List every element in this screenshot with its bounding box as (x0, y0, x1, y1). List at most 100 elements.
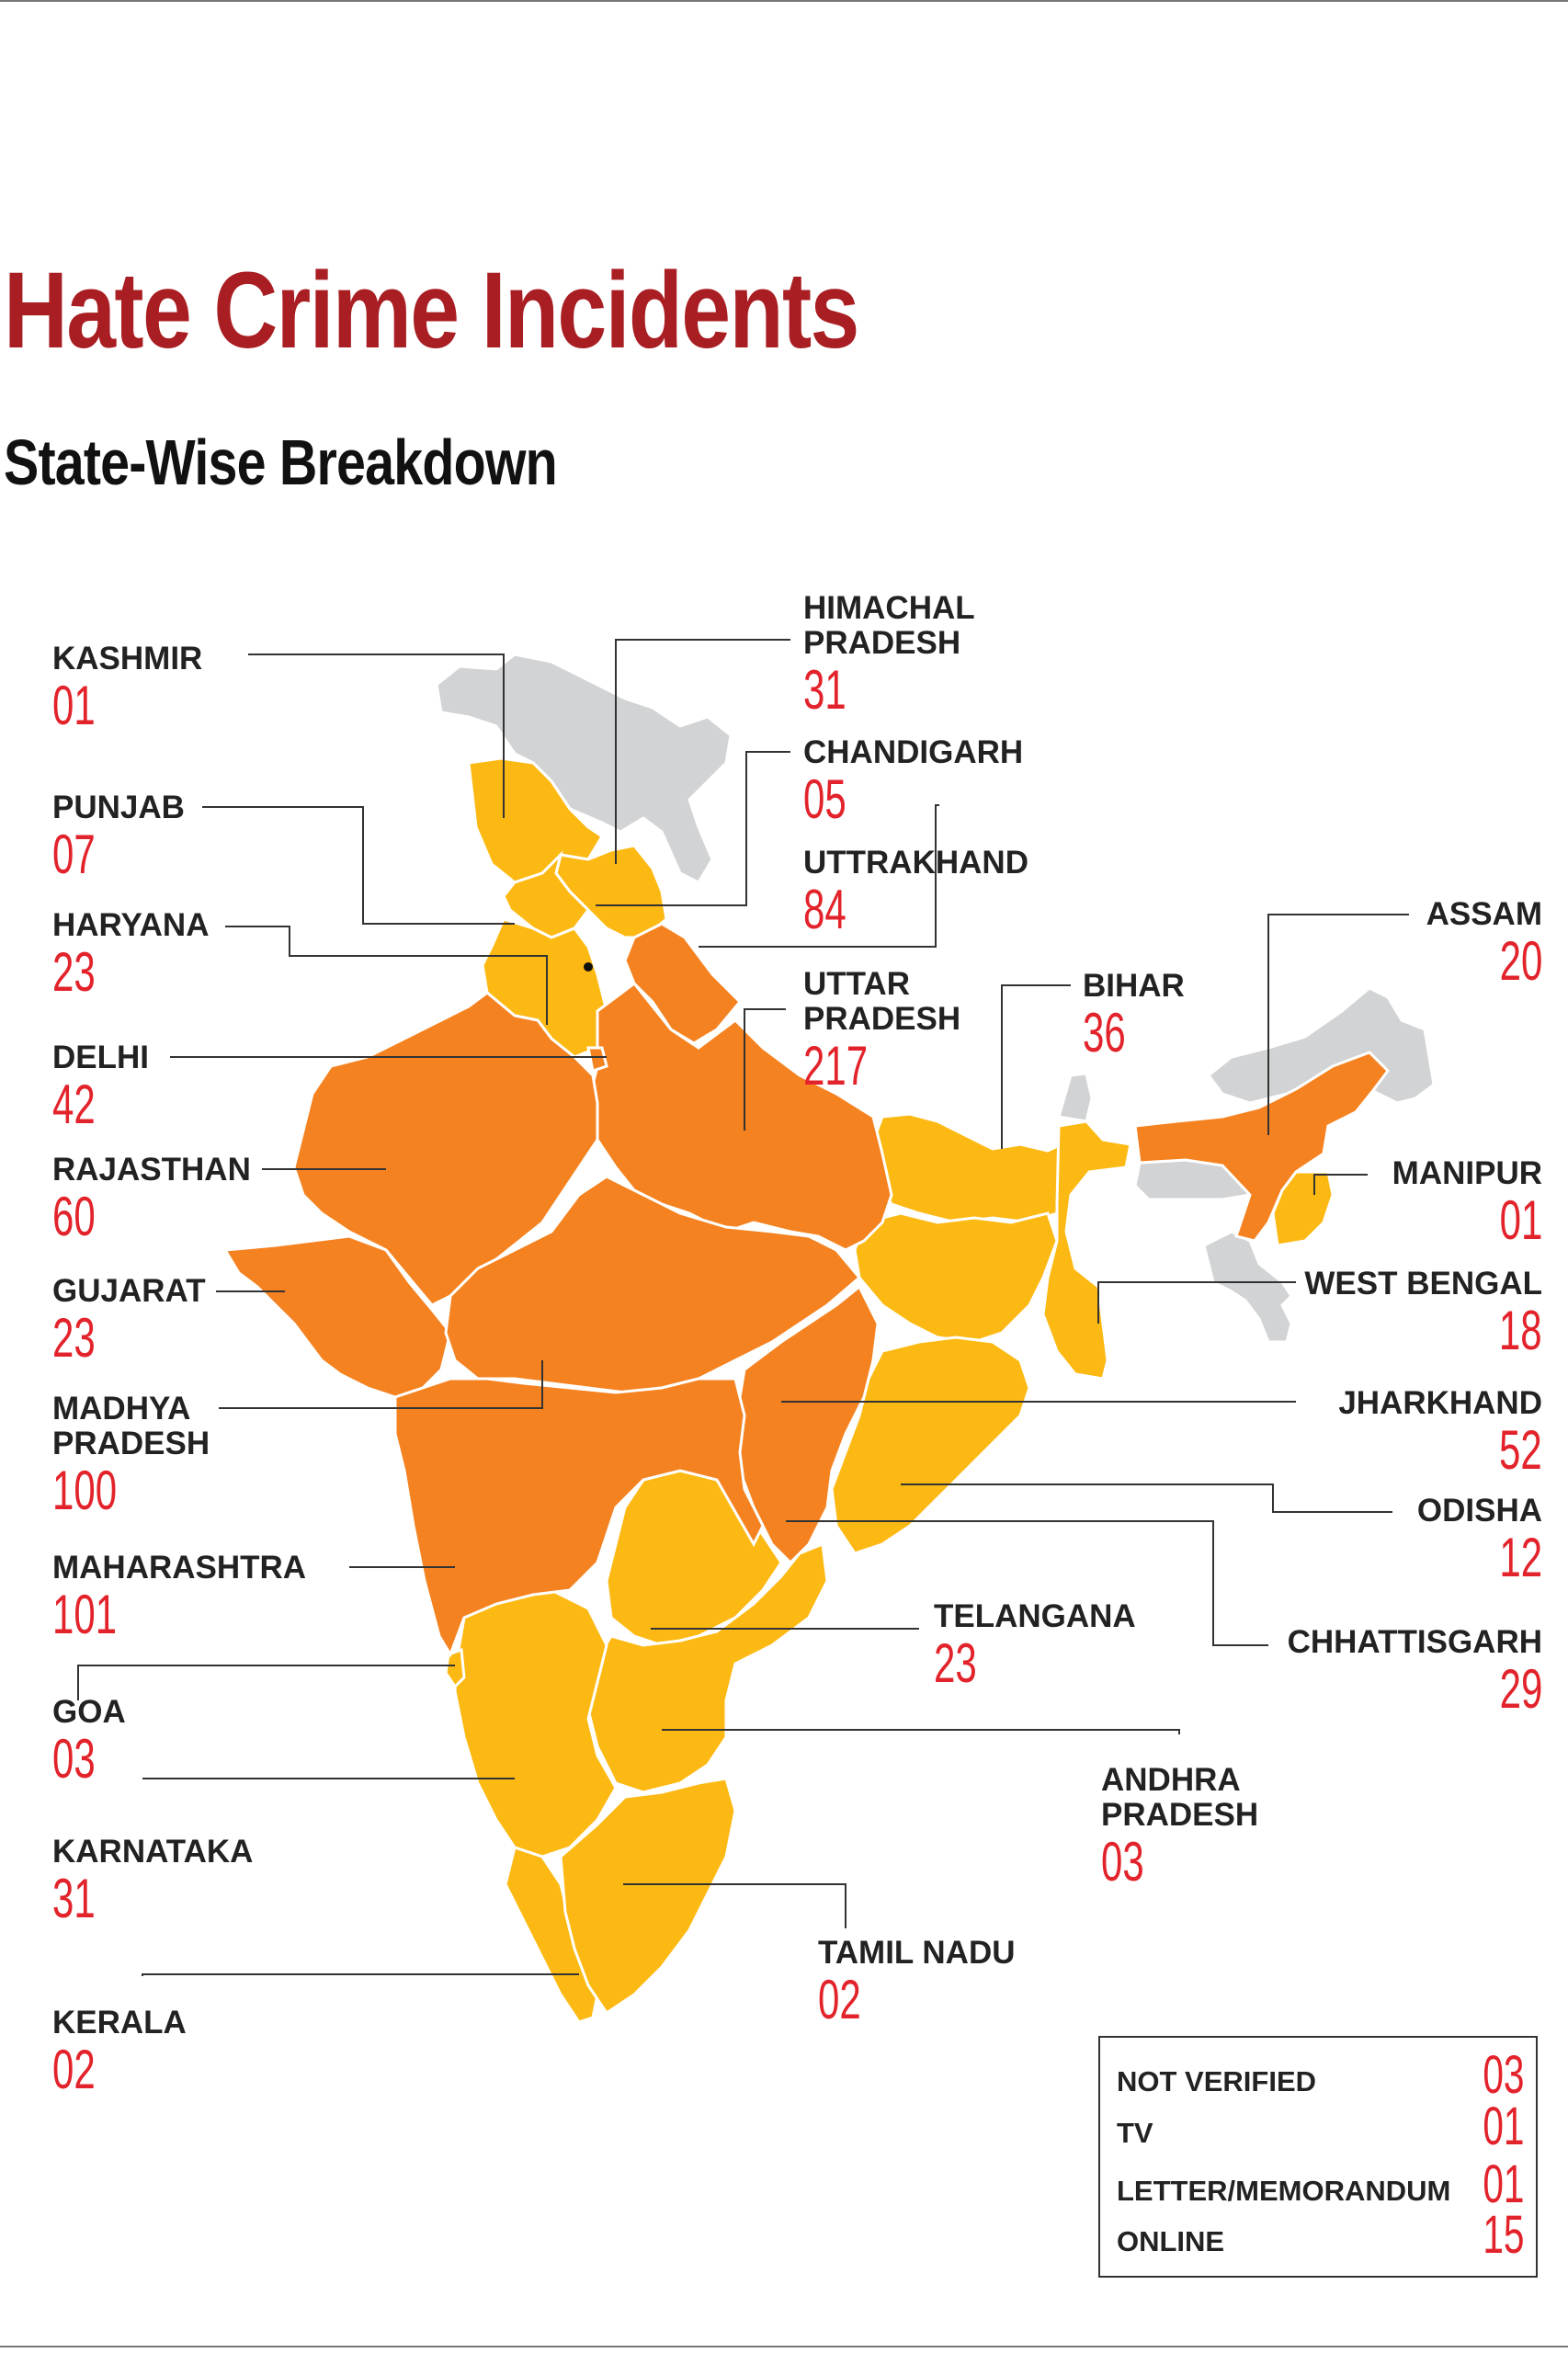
state-name: GUJARAT (52, 1273, 206, 1309)
state-maharashtra (393, 1377, 765, 1658)
legend-row: NOT VERIFIED 03 (1117, 2045, 1525, 2106)
state-name: KASHMIR (52, 641, 203, 676)
state-name: CHANDIGARH (803, 734, 1024, 770)
label-jharkhand: JHARKHAND 52 (1338, 1386, 1542, 1480)
legend-count: 01 (1483, 2154, 1525, 2214)
state-mp (444, 1175, 862, 1394)
label-delhi: DELHI 42 (52, 1040, 149, 1134)
state-count: 01 (1499, 1189, 1542, 1251)
state-west-bengal (1041, 1120, 1132, 1381)
state-count: 217 (803, 1035, 869, 1097)
label-madhya-pradesh: MADHYA PRADESH 100 (52, 1392, 236, 1520)
state-name: UTTRAKHAND (803, 845, 1028, 881)
state-karnataka (453, 1588, 618, 1859)
label-kerala: KERALA 02 (52, 2006, 187, 2099)
state-count: 12 (1499, 1527, 1542, 1588)
state-name: KERALA (52, 2005, 187, 2040)
state-count: 84 (803, 879, 846, 940)
label-karnataka: KARNATAKA 31 (52, 1835, 253, 1928)
state-name: KARNATAKA (52, 1834, 254, 1870)
state-count: 01 (52, 675, 96, 736)
legend-row: TV 01 (1117, 2097, 1525, 2157)
label-manipur: MANIPUR 01 (1392, 1156, 1542, 1250)
state-name: PUNJAB (52, 790, 185, 825)
page-title: Hate Crime Incidents (4, 250, 859, 371)
state-odisha (830, 1336, 1031, 1555)
state-name: TAMIL NADU (818, 1935, 1016, 1971)
page-subtitle: State-Wise Breakdown (4, 426, 558, 498)
top-rule (0, 0, 1568, 2)
state-count: 07 (52, 824, 96, 885)
state-name: ASSAM (1426, 896, 1542, 932)
region-tripura-mizoram (1202, 1230, 1293, 1344)
state-delhi (586, 1046, 608, 1073)
region-sikkim (1057, 1072, 1094, 1123)
state-rajasthan (292, 991, 599, 1307)
label-telangana: TELANGANA 23 (934, 1599, 1136, 1693)
label-assam: ASSAM 20 (1426, 897, 1542, 991)
state-count: 20 (1499, 930, 1542, 992)
legend-label: NOT VERIFIED (1117, 2065, 1317, 2097)
label-goa: GOA 03 (52, 1695, 126, 1789)
state-count: 18 (1499, 1300, 1542, 1361)
state-tamil-nadu (559, 1777, 737, 2016)
label-andhra-pradesh: ANDHRA PRADESH 03 (1101, 1763, 1285, 1892)
state-name: DELHI (52, 1040, 149, 1075)
label-haryana: HARYANA 23 (52, 908, 210, 1002)
state-name: GOA (52, 1694, 126, 1730)
legend-row: LETTER/MEMORANDUM 01 (1117, 2154, 1525, 2215)
state-kerala (504, 1846, 599, 2024)
legend-count: 15 (1483, 2205, 1525, 2265)
state-count: 02 (818, 1969, 861, 2030)
legend-count: 03 (1483, 2045, 1525, 2105)
state-count: 23 (52, 941, 96, 1003)
label-kashmir: KASHMIR 01 (52, 642, 202, 735)
label-chhattisgarh: CHHATTISGARH 29 (1288, 1625, 1542, 1719)
state-goa (444, 1647, 466, 1689)
label-himachal-pradesh: HIMACHAL PRADESH 31 (803, 591, 1015, 720)
state-name: UTTAR PRADESH (803, 966, 961, 1037)
state-assam (1133, 1051, 1390, 1243)
state-haryana (481, 917, 608, 1059)
state-count: 31 (52, 1868, 96, 1929)
state-name: HARYANA (52, 907, 210, 943)
state-name: RAJASTHAN (52, 1152, 251, 1188)
state-jk (467, 756, 605, 884)
label-uttar-pradesh: UTTAR PRADESH 217 (803, 967, 987, 1096)
legend-count: 01 (1483, 2097, 1525, 2156)
label-bihar: BIHAR 36 (1083, 969, 1185, 1063)
state-andhra (586, 1541, 829, 1794)
state-name: MANIPUR (1392, 1155, 1542, 1191)
state-punjab (502, 850, 590, 939)
label-chandigarh: CHANDIGARH 05 (803, 735, 1023, 829)
state-count: 36 (1083, 1002, 1126, 1063)
state-name: ODISHA (1416, 1493, 1542, 1529)
state-name: JHARKHAND (1338, 1385, 1542, 1421)
state-count: 23 (52, 1307, 96, 1369)
state-name: MADHYA PRADESH (52, 1391, 210, 1461)
state-up (586, 981, 893, 1252)
legend-label: LETTER/MEMORANDUM (1117, 2175, 1451, 2207)
state-count: 03 (1101, 1831, 1144, 1893)
state-name: ANDHRA PRADESH (1101, 1762, 1259, 1833)
state-count: 29 (1499, 1658, 1542, 1720)
label-maharashtra: MAHARASHTRA 101 (52, 1551, 306, 1644)
legend-label: TV (1117, 2117, 1153, 2149)
state-count: 23 (934, 1632, 977, 1694)
state-count: 60 (52, 1186, 96, 1247)
state-count: 52 (1499, 1419, 1542, 1481)
source-legend: NOT VERIFIED 03 TV 01 LETTER/MEMORANDUM … (1098, 2036, 1538, 2278)
state-count: 101 (52, 1584, 118, 1645)
state-count: 05 (803, 768, 846, 830)
state-count: 02 (52, 2039, 96, 2100)
label-gujarat: GUJARAT 23 (52, 1274, 206, 1368)
label-west-bengal: WEST BENGAL 18 (1304, 1267, 1542, 1360)
state-uttarakhand (623, 922, 743, 1045)
state-count: 03 (52, 1728, 96, 1790)
legend-label: ONLINE (1117, 2225, 1225, 2257)
state-name: HIMACHAL PRADESH (803, 590, 975, 661)
label-rajasthan: RAJASTHAN 60 (52, 1153, 251, 1246)
state-name: WEST BENGAL (1304, 1266, 1542, 1302)
